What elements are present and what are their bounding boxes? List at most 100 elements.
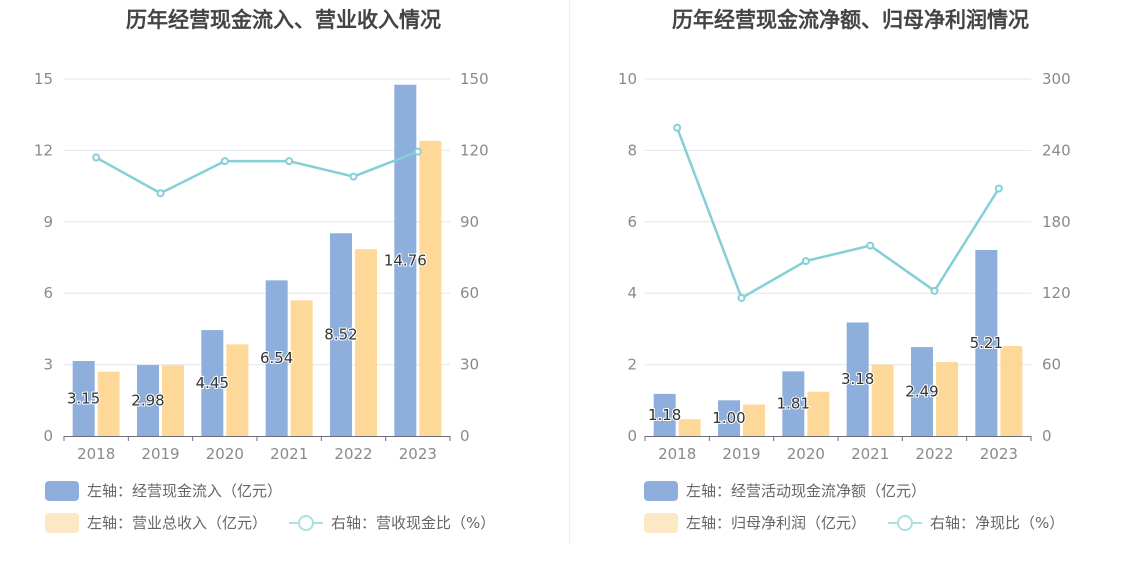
legend-swatch-orange [45, 512, 79, 533]
bar-blue [137, 365, 159, 436]
y-left-tick-label: 15 [34, 70, 53, 88]
bar-blue [975, 250, 998, 436]
y-left-tick-label: 12 [34, 141, 53, 159]
line-point [930, 286, 939, 295]
y-right-tick-label: 300 [1042, 70, 1071, 88]
x-tick-label: 2021 [851, 445, 889, 463]
data-label: 1.81 [777, 395, 810, 413]
x-tick-label: 2018 [658, 445, 696, 463]
data-label: 1.00 [712, 409, 745, 427]
data-label: 2.98 [131, 392, 164, 410]
data-label: 14.76 [384, 251, 427, 269]
legend-item-ratio[interactable]: 右轴：营收现金比（%） [289, 512, 495, 533]
chart-plot-right: 0 2 4 6 8 10 0 60 120 180 240 300 2018 2019 2020 2021 20… [618, 70, 1071, 463]
bar-blue [265, 280, 288, 436]
bar-blue [782, 371, 805, 436]
y-left-tick-label: 0 [627, 427, 637, 445]
legend-swatch-orange [644, 512, 678, 533]
line-point [673, 123, 682, 132]
x-tick-label: 2022 [334, 445, 372, 463]
y-left-tick-label: 2 [627, 356, 637, 374]
y-left-tick-label: 6 [627, 213, 637, 231]
data-label: 2.49 [905, 383, 938, 401]
legend-label: 右轴：净现比（%） [930, 514, 1065, 532]
y-left-tick-label: 0 [43, 427, 53, 445]
y-right-tick-label: 150 [460, 70, 489, 88]
legend-row-2: 左轴：营业总收入（亿元） 右轴：营收现金比（%） [45, 512, 517, 533]
bar-orange [871, 364, 894, 436]
bar-blue [846, 322, 869, 436]
legend-label: 右轴：营收现金比（%） [331, 514, 496, 532]
data-label: 3.15 [67, 390, 100, 408]
y-right-tick-label: 240 [1042, 141, 1071, 159]
chart-title: 历年经营现金流入、营业收入情况 [126, 8, 441, 32]
data-label: 1.18 [648, 406, 681, 424]
chart-title: 历年经营现金流净额、归母净利润情况 [672, 8, 1029, 32]
bar-orange [936, 362, 958, 436]
x-tick-label: 2019 [141, 445, 179, 463]
legend-item-net-cash-flow[interactable]: 左轴：经营活动现金流净额（亿元） [644, 480, 926, 501]
legend-item-cash-inflow[interactable]: 左轴：经营现金流入（亿元） [45, 480, 282, 501]
x-tick-label: 2018 [77, 445, 115, 463]
bar-blue [201, 330, 224, 436]
x-tick-label: 2020 [787, 445, 825, 463]
line-point [994, 184, 1003, 193]
line-point [413, 147, 422, 156]
legend-label: 左轴：经营活动现金流净额（亿元） [686, 482, 927, 500]
x-tick-label: 2022 [915, 445, 953, 463]
y-right-tick-label: 0 [460, 427, 470, 445]
data-label: 8.52 [324, 326, 357, 344]
bar-orange [419, 140, 442, 436]
y-left-tick-label: 8 [627, 141, 637, 159]
y-left-tick-label: 3 [43, 356, 53, 374]
line-point [285, 157, 294, 166]
x-tick-label: 2023 [399, 445, 437, 463]
bar-blue [394, 84, 417, 436]
legend-swatch-blue [45, 480, 79, 501]
y-right-tick-label: 120 [1042, 284, 1071, 302]
bar-orange [355, 249, 377, 436]
bar-blue [653, 393, 676, 436]
panel-divider [569, 0, 570, 545]
bar-orange [807, 391, 830, 436]
legend-swatch-blue [644, 480, 678, 501]
legend-item-net-profit[interactable]: 左轴：归母净利润（亿元） [644, 512, 866, 533]
chart-panel-right: 历年经营现金流净额、归母净利润情况 0 2 4 6 8 10 0 60 120 180 240 300… [567, 0, 1134, 582]
line-series [675, 127, 1000, 300]
bar-blue [72, 361, 95, 436]
legend-item-revenue[interactable]: 左轴：营业总收入（亿元） [45, 512, 267, 533]
x-tick-label: 2023 [980, 445, 1018, 463]
legend-item-cash-ratio[interactable]: 右轴：净现比（%） [888, 512, 1064, 533]
legend-row-2: 左轴：归母净利润（亿元） 右轴：净现比（%） [644, 512, 1086, 533]
y-left-tick-label: 10 [618, 70, 637, 88]
legend-line-marker-icon [888, 513, 923, 533]
line-point [866, 241, 875, 250]
y-right-tick-label: 90 [460, 213, 479, 231]
bar-orange [678, 419, 701, 436]
legend-line-marker-icon [289, 513, 324, 533]
data-label: 5.21 [970, 334, 1003, 352]
bar-orange [290, 300, 313, 436]
y-right-tick-label: 120 [460, 141, 489, 159]
line-point [349, 172, 358, 181]
line-point [220, 157, 229, 166]
legend-label: 左轴：归母净利润（亿元） [686, 514, 867, 532]
legend-row-1: 左轴：经营活动现金流净额（亿元） [644, 480, 948, 501]
bar-orange [1000, 346, 1023, 436]
y-right-tick-label: 60 [1042, 356, 1061, 374]
data-label: 4.45 [196, 374, 229, 392]
line-point [92, 153, 101, 162]
x-tick-label: 2020 [206, 445, 244, 463]
legend-label: 左轴：营业总收入（亿元） [87, 514, 268, 532]
legend-label: 左轴：经营现金流入（亿元） [87, 482, 283, 500]
bar-orange [743, 404, 765, 436]
legend-row-1: 左轴：经营现金流入（亿元） [45, 480, 304, 501]
data-label: 3.18 [841, 370, 874, 388]
y-right-tick-label: 0 [1042, 427, 1052, 445]
bar-orange [226, 344, 249, 436]
bar-orange [97, 371, 120, 436]
chart-panel-left: 历年经营现金流入、营业收入情况 0 3 6 9 12 15 0 30 60 90 120 150 201… [34, 8, 517, 533]
line-point [737, 293, 746, 302]
y-left-tick-label: 9 [43, 213, 53, 231]
